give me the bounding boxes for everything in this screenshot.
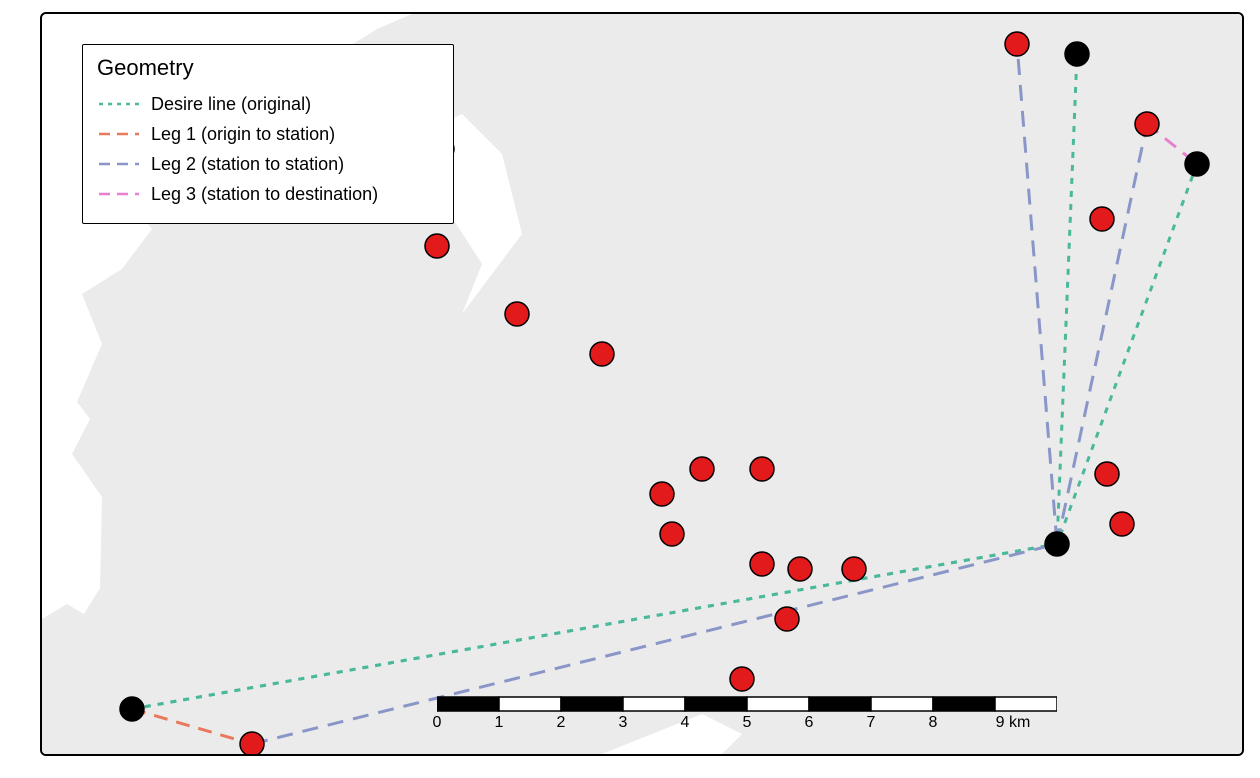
legend-item: Leg 1 (origin to station) [97, 119, 439, 149]
scalebar-segment [437, 697, 499, 711]
legend-label: Leg 1 (origin to station) [151, 124, 335, 145]
scalebar-label: 1 [495, 714, 504, 732]
scalebar-label: 4 [681, 714, 690, 732]
legend-items: Desire line (original) Leg 1 (origin to s… [97, 89, 439, 209]
legend-swatch [97, 94, 141, 114]
legend-item: Leg 2 (station to station) [97, 149, 439, 179]
black-point [120, 697, 144, 721]
legend-title: Geometry [97, 55, 439, 81]
scalebar-label: 6 [805, 714, 814, 732]
scale-bar: 0123456789 km [437, 696, 1057, 734]
scalebar-segment [871, 697, 933, 711]
scalebar-label: 9 km [996, 714, 1031, 732]
legend-swatch [97, 154, 141, 174]
scalebar-segment [809, 697, 871, 711]
black-point [1045, 532, 1069, 556]
red-point [788, 557, 812, 581]
legend-swatch [97, 184, 141, 204]
legend-swatch [97, 124, 141, 144]
red-point [690, 457, 714, 481]
red-point [1135, 112, 1159, 136]
scalebar-segment [499, 697, 561, 711]
red-point [750, 457, 774, 481]
scale-bar-svg [437, 696, 1057, 712]
scalebar-segment [747, 697, 809, 711]
legend-label: Leg 2 (station to station) [151, 154, 344, 175]
red-point [730, 667, 754, 691]
scalebar-label: 3 [619, 714, 628, 732]
scalebar-label: 8 [929, 714, 938, 732]
red-point [1095, 462, 1119, 486]
red-point [750, 552, 774, 576]
red-point [775, 607, 799, 631]
scalebar-segment [561, 697, 623, 711]
scalebar-segment [685, 697, 747, 711]
scalebar-label: 0 [433, 714, 442, 732]
map-frame: Geometry Desire line (original) Leg 1 (or… [40, 12, 1244, 756]
scalebar-label: 5 [743, 714, 752, 732]
red-point [842, 557, 866, 581]
scalebar-segment [623, 697, 685, 711]
red-point [1005, 32, 1029, 56]
legend: Geometry Desire line (original) Leg 1 (or… [82, 44, 454, 224]
legend-item: Leg 3 (station to destination) [97, 179, 439, 209]
scalebar-segment [995, 697, 1057, 711]
legend-label: Desire line (original) [151, 94, 311, 115]
red-point [240, 732, 264, 754]
red-point [425, 234, 449, 258]
red-point [1110, 512, 1134, 536]
red-point [590, 342, 614, 366]
red-point [650, 482, 674, 506]
black-point [1065, 42, 1089, 66]
legend-item: Desire line (original) [97, 89, 439, 119]
scalebar-segment [933, 697, 995, 711]
legend-label: Leg 3 (station to destination) [151, 184, 378, 205]
black-point [1185, 152, 1209, 176]
scalebar-label: 2 [557, 714, 566, 732]
red-point [505, 302, 529, 326]
red-point [1090, 207, 1114, 231]
scalebar-label: 7 [867, 714, 876, 732]
red-point [660, 522, 684, 546]
